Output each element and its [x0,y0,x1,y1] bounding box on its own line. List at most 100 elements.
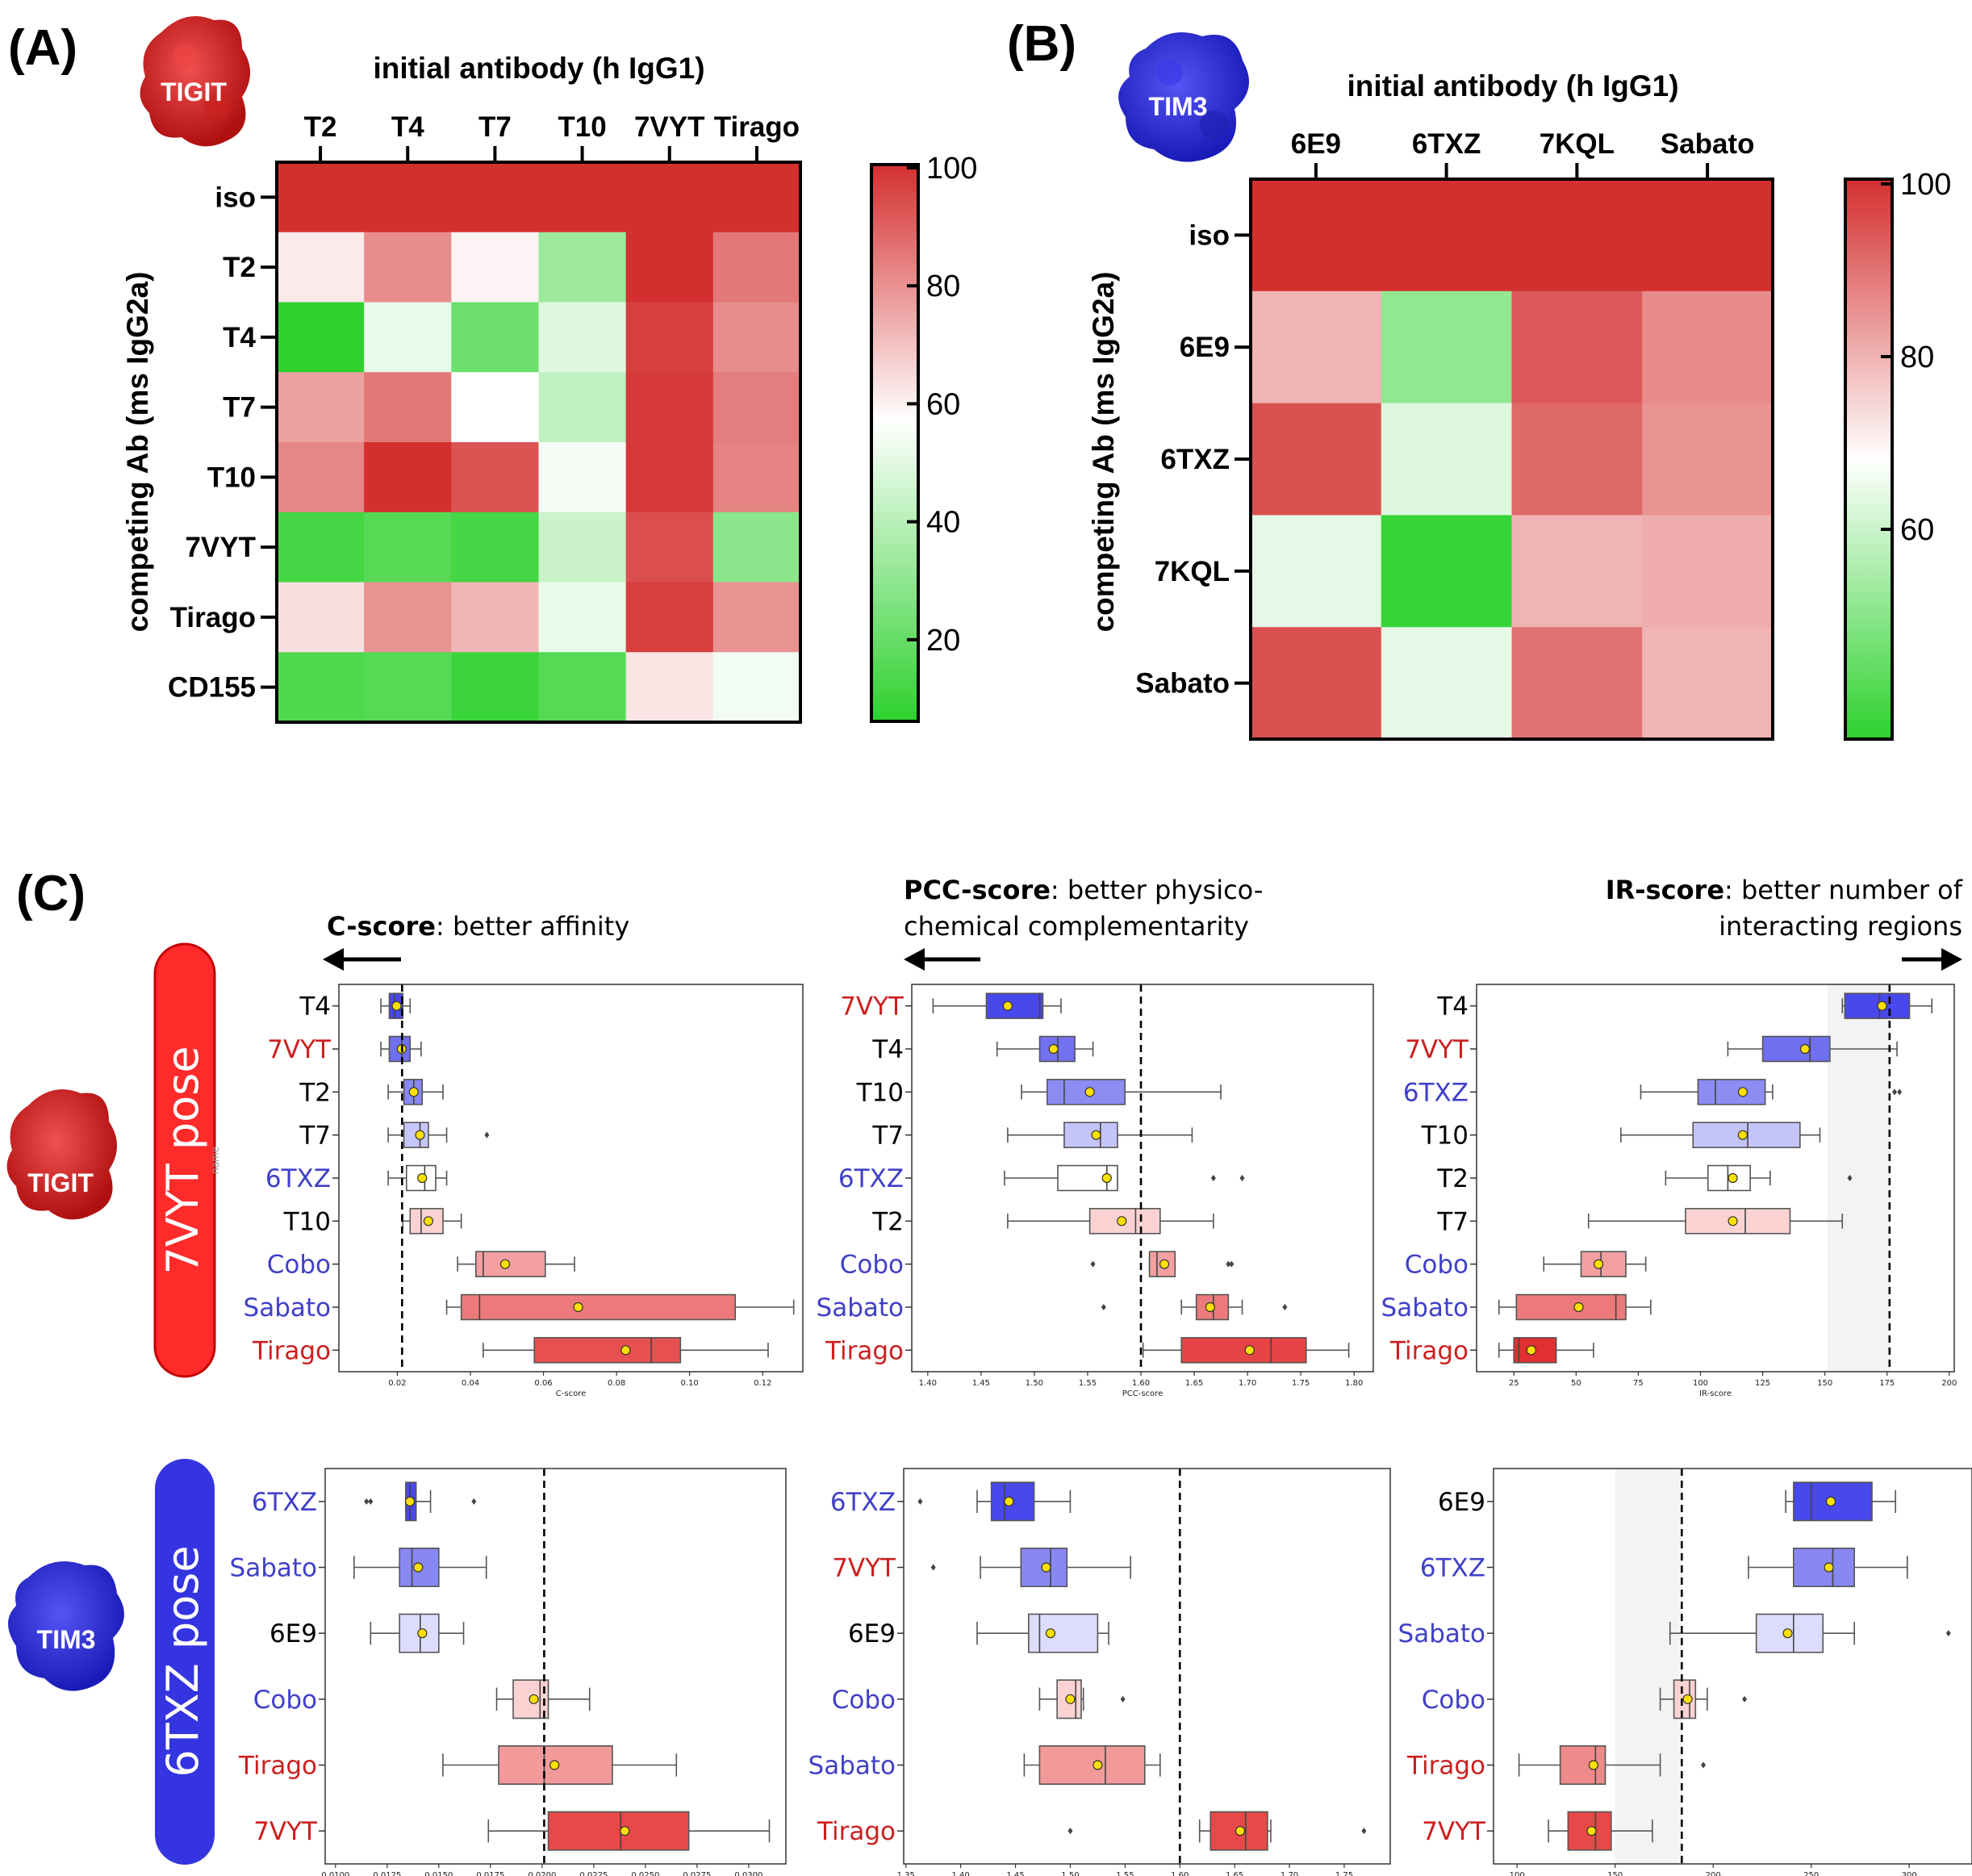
column-label: T7 [478,111,512,143]
x-tick-label: 1.50 [1061,1871,1079,1876]
heatmap-cell [277,652,365,723]
right-arrow-icon [1902,948,1962,971]
mean-point [1084,1087,1095,1097]
box-row: Tirago [252,1336,769,1365]
pcc-score-header-bold: PCC-score [904,875,1051,905]
y-tick-label: T2 [299,1078,331,1107]
heatmap-cell [1511,515,1643,628]
colorbar-tick-label: 20 [926,624,960,658]
y-tick-label: 7VYT [267,1035,332,1064]
row-label: T10 [207,462,256,493]
pcc-score-header-rest: : better physico- [1051,875,1263,905]
heatmap-cell [451,232,539,303]
heatmap-cell [1642,627,1774,740]
outlier-point [1101,1304,1106,1310]
colorbar-tick-label: 40 [926,506,960,540]
box-row: 7VYT [253,1811,771,1851]
box-row: 6E9 [1438,1481,1897,1522]
box-plot-c-7vyt-pcc: 7VYT T4 T10 T7 6TXZ T2 Cobo Sabato Tirago 1.40 1.4… [817,984,1374,1398]
x-tick-label: 1.60 [1132,1379,1150,1388]
box-row: T2 [299,1078,444,1107]
heatmap-cell [364,582,452,653]
box-row: Tirago [238,1745,678,1785]
y-tick-label: Cobo [1405,1251,1469,1280]
box-row: Sabato [817,1293,1288,1322]
c-score-header-bold: C-score [327,911,436,942]
x-tick-label: 50 [1571,1379,1581,1388]
box-row: Tirago [825,1336,1350,1365]
tigit-structure-icon: TIGIT [6,1089,118,1220]
heatmap-cell [451,442,539,513]
column-label: Sabato [1661,128,1755,160]
x-tick-label: 125 [1755,1379,1770,1388]
heatmap-cell [625,512,714,583]
y-tick-label: T4 [1436,992,1469,1022]
x-tick-label: 0.0250 [631,1871,659,1876]
box-row: T4 [871,1035,1094,1064]
colorbar-tick-label: 80 [1900,341,1934,374]
mean-point [1682,1694,1693,1704]
y-tick-label: Cobo [267,1251,331,1280]
colorbar-tick-label: 60 [926,387,960,421]
heatmap-cell [1511,403,1643,516]
row-label: Sabato [1135,668,1230,700]
row-label: CD155 [168,672,256,704]
x-tick-label: 0.0175 [476,1871,504,1876]
heatmap-cell [1251,627,1382,740]
ir-score-header-bold: IR-score [1606,875,1724,905]
x-tick-label: 0.0225 [579,1871,608,1876]
column-label: 7KQL [1540,128,1615,160]
colorbar-tick-label: 80 [926,269,960,303]
heatmap-cell [364,442,452,513]
heatmap-cell [364,652,452,723]
heatmap-frame [275,161,802,724]
box-row: Cobo [253,1679,591,1719]
box [1580,1251,1627,1277]
box [990,1481,1035,1522]
y-tick-label: T7 [871,1122,904,1151]
x-tick-label: 1.75 [1292,1379,1310,1388]
y-tick-label: T10 [1421,1122,1469,1151]
x-tick-label: 0.0200 [528,1871,556,1876]
mean-point [1877,1001,1887,1011]
mean-point [1825,1496,1836,1506]
tigit-label-c: TIGIT [27,1168,94,1197]
mean-point [1205,1302,1215,1313]
column-label: T4 [391,111,424,143]
mean-point [1091,1130,1101,1140]
row-label: iso [215,182,256,213]
pcc-score-header-line2: chemical complementarity [904,911,1249,942]
outlier-point [1120,1695,1126,1703]
outlier-point [1229,1260,1235,1268]
x-tick-label: 0.08 [608,1379,625,1388]
heatmap-cell [1251,179,1382,292]
y-tick-label: Tirago [238,1752,317,1781]
y-tick-label: Tirago [1406,1752,1485,1781]
box-row: 6TXZ [838,1164,1245,1193]
box [1180,1337,1307,1364]
x-tick-label: 150 [1607,1871,1623,1876]
box-row: 6TXZ [252,1481,477,1522]
mean-point [408,1087,419,1097]
mean-point [549,1760,560,1770]
heatmap-cell [712,302,801,373]
box [1685,1208,1791,1235]
box [985,992,1044,1019]
mean-point [417,1628,428,1639]
box [1148,1251,1176,1277]
mean-point [1244,1345,1255,1356]
x-tick-label: 1.75 [1335,1871,1353,1876]
y-tick-label: Sabato [1381,1293,1469,1322]
box-row: T4 [299,992,412,1022]
heatmap-b-title: initial antibody (h IgG1) [1347,69,1678,102]
mean-point [404,1496,416,1506]
column-label: T2 [304,111,337,143]
box-plot-c-7vyt-ir: T4 7VYT 6TXZ T10 T2 T7 Cobo Sabato Tirago 25 50 75 1… [1381,984,1957,1398]
box-row: Cobo [1405,1251,1647,1280]
mean-point [1048,1043,1059,1055]
box-row: T7 [871,1122,1193,1151]
outlier-point [930,1564,936,1571]
svg-text:IR-score: better number of: IR-score: better number of [1606,875,1963,905]
heatmap-cell [451,652,539,723]
y-tick-label: Sabato [808,1752,896,1781]
